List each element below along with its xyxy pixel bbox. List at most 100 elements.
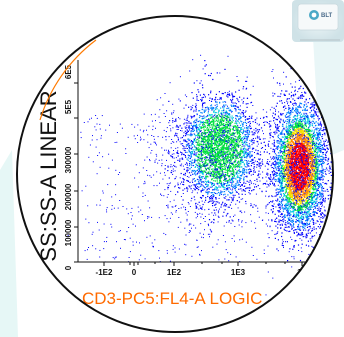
event-dot — [315, 175, 317, 177]
event-dot — [217, 132, 219, 134]
event-dot — [225, 126, 227, 128]
event-dot — [165, 139, 167, 141]
event-dot — [205, 171, 207, 173]
event-dot — [209, 236, 210, 238]
event-dot — [313, 103, 315, 105]
event-dot — [195, 166, 197, 168]
event-dot — [245, 88, 247, 90]
event-dot — [226, 204, 228, 206]
event-dot — [203, 140, 205, 142]
event-dot — [209, 155, 211, 157]
event-dot — [299, 189, 301, 191]
event-dot — [219, 170, 221, 172]
event-dot — [165, 136, 167, 138]
event-dot — [294, 121, 296, 123]
event-dot — [219, 137, 221, 139]
event-dot — [176, 152, 178, 154]
event-dot — [170, 155, 172, 157]
event-dot — [237, 157, 239, 159]
event-dot — [182, 165, 184, 167]
event-dot — [204, 157, 206, 159]
event-dot — [233, 175, 235, 177]
event-dot — [213, 142, 215, 144]
event-dot — [175, 132, 177, 134]
event-dot — [244, 169, 246, 171]
event-dot — [228, 156, 230, 158]
event-dot — [183, 168, 185, 170]
event-dot — [186, 141, 188, 143]
event-dot — [217, 116, 219, 118]
event-dot — [177, 147, 179, 149]
event-dot — [126, 208, 128, 210]
event-dot — [218, 131, 220, 133]
event-dot — [197, 187, 199, 189]
event-dot — [215, 161, 217, 163]
event-dot — [228, 94, 230, 96]
event-dot — [247, 169, 249, 171]
event-dot — [216, 173, 218, 175]
event-dot — [292, 248, 294, 250]
event-dot — [199, 137, 201, 139]
event-dot — [96, 139, 98, 141]
event-dot — [164, 215, 166, 217]
event-dot — [170, 128, 172, 130]
event-dot — [226, 148, 229, 150]
event-dot — [192, 141, 194, 143]
event-dot — [229, 162, 231, 164]
event-dot — [229, 176, 231, 178]
event-dot — [198, 124, 200, 126]
event-dot — [272, 174, 274, 176]
event-dot — [283, 218, 285, 220]
event-dot — [324, 169, 326, 171]
event-dot — [210, 104, 213, 106]
event-dot — [207, 162, 209, 164]
event-dot — [220, 177, 222, 179]
event-dot — [202, 150, 204, 152]
event-dot — [186, 131, 189, 133]
event-dot — [254, 171, 256, 173]
event-dot — [215, 159, 217, 161]
event-dot — [222, 107, 224, 109]
event-dot — [221, 153, 223, 155]
event-dot — [256, 166, 258, 168]
event-dot — [304, 120, 306, 122]
event-dot — [294, 177, 296, 179]
event-dot — [182, 193, 184, 194]
event-dot — [248, 155, 250, 157]
event-dot — [203, 218, 205, 219]
event-dot — [318, 154, 320, 156]
event-dot — [186, 122, 187, 124]
event-dot — [203, 141, 205, 143]
event-dot — [198, 171, 199, 173]
event-dot — [221, 113, 223, 115]
event-dot — [138, 186, 140, 188]
event-dot — [262, 177, 264, 179]
event-dot — [99, 256, 101, 258]
y-tick-label-6e5: 6E5 — [64, 64, 73, 79]
event-dot — [160, 193, 161, 195]
event-dot — [238, 170, 240, 172]
event-dot — [128, 227, 130, 228]
event-dot — [211, 120, 213, 122]
event-dot — [215, 119, 218, 121]
event-dot — [244, 152, 246, 154]
event-dot — [257, 137, 259, 139]
event-dot — [229, 167, 231, 170]
event-dot — [153, 174, 155, 176]
event-dot — [229, 114, 231, 116]
event-dot — [177, 159, 179, 161]
event-dot — [209, 154, 211, 156]
event-dot — [236, 191, 238, 193]
event-dot — [195, 103, 197, 105]
event-dot — [122, 206, 124, 207]
event-dot — [246, 76, 248, 78]
event-dot — [241, 156, 243, 158]
event-dot — [226, 107, 228, 110]
event-dot — [232, 131, 234, 134]
event-dot — [217, 145, 220, 147]
event-dot — [202, 138, 204, 140]
event-dot — [223, 175, 225, 177]
event-dot — [199, 127, 201, 129]
event-dot — [251, 131, 253, 133]
